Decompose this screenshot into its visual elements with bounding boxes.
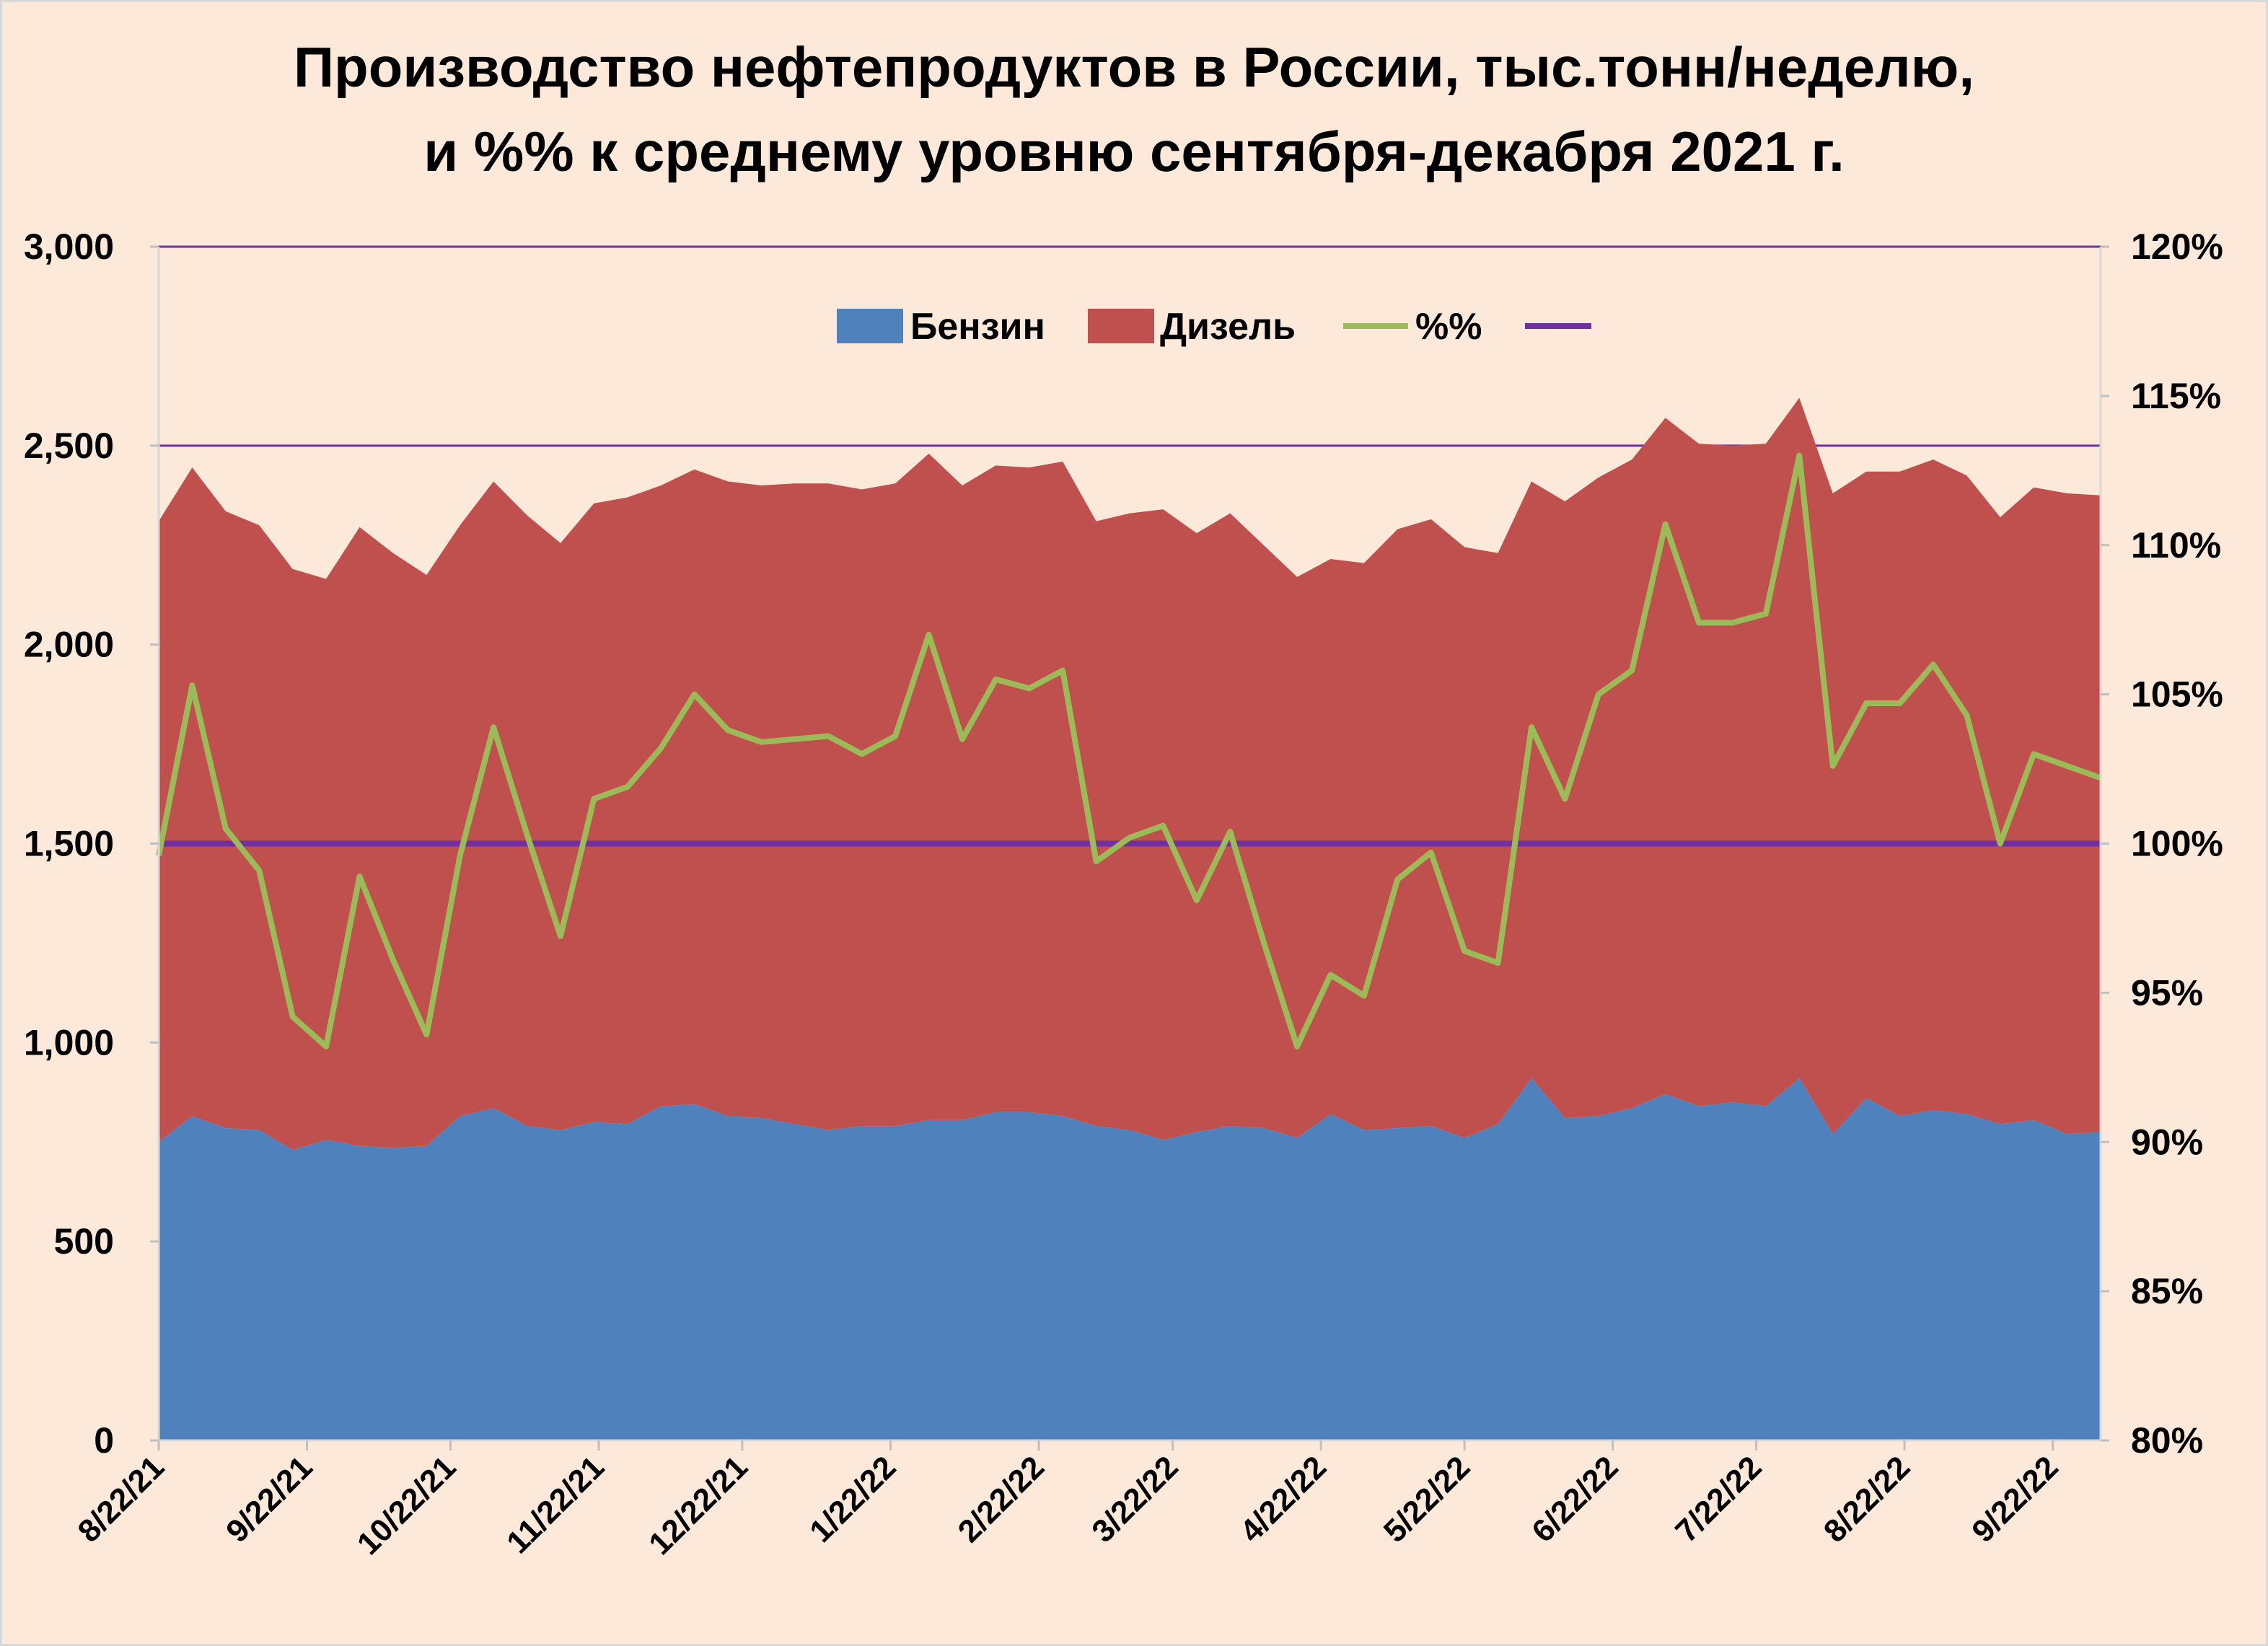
x-tick-label: 12/22/21 [642, 1449, 755, 1562]
x-tick-label: 9/22/21 [219, 1449, 319, 1549]
area-series-group [159, 397, 2101, 1440]
legend-label-gasoline: Бензин [910, 306, 1045, 348]
x-tick-label: 10/22/21 [351, 1449, 463, 1562]
y-left-tick-label: 2,000 [24, 625, 114, 665]
y-left-tick-label: 2,500 [24, 426, 114, 466]
legend-swatch-diesel [1088, 309, 1154, 343]
y-right-tick-label: 110% [2131, 525, 2221, 565]
y-right-tick-label: 105% [2131, 674, 2223, 715]
y-right-tick-label: 95% [2131, 972, 2203, 1013]
y-right-tick-label: 85% [2131, 1271, 2203, 1311]
x-tick-label: 1/22/22 [803, 1449, 902, 1549]
line-series-group [156, 452, 2102, 1049]
line-series-percent [156, 452, 2102, 1049]
y-right-tick-label: 120% [2131, 226, 2223, 267]
x-tick-label: 11/22/21 [500, 1449, 611, 1560]
x-tick-label: 8/22/22 [1817, 1449, 1917, 1549]
legend-swatch-gasoline [837, 309, 903, 343]
y-right-tick-label: 115% [2131, 376, 2221, 416]
x-tick-label: 4/22/22 [1234, 1449, 1333, 1549]
legend-label-percent: %% [1415, 306, 1482, 348]
area-series-gasoline [159, 1078, 2101, 1440]
y-left-tick-label: 500 [54, 1221, 114, 1262]
y-left-tick-label: 3,000 [24, 226, 114, 267]
chart-title-line2: и %% к среднему уровню сентября-декабря … [423, 120, 1845, 183]
y-right-tick-label: 80% [2131, 1420, 2203, 1461]
y-right-tick-label: 100% [2131, 824, 2223, 864]
x-tick-label: 7/22/22 [1669, 1449, 1768, 1549]
x-tick-label: 9/22/22 [1965, 1449, 2065, 1549]
x-tick-label: 8/22/21 [71, 1449, 171, 1549]
y-right-tick-label: 90% [2131, 1122, 2203, 1162]
y-left-tick-label: 1,500 [24, 824, 114, 864]
x-tick-label: 6/22/22 [1525, 1449, 1625, 1549]
x-tick-label: 5/22/22 [1377, 1449, 1477, 1549]
chart-title-line1: Производство нефтепродуктов в России, ты… [293, 35, 1975, 99]
area-series-diesel [159, 397, 2101, 1150]
x-tick-label: 2/22/22 [951, 1449, 1051, 1549]
x-tick-label: 3/22/22 [1085, 1449, 1184, 1549]
legend-label-diesel: Дизель [1160, 306, 1296, 348]
y-left-tick-label: 1,000 [24, 1022, 114, 1062]
legend: Бензин Дизель%% [837, 306, 1591, 348]
y-left-tick-label: 0 [94, 1420, 114, 1461]
